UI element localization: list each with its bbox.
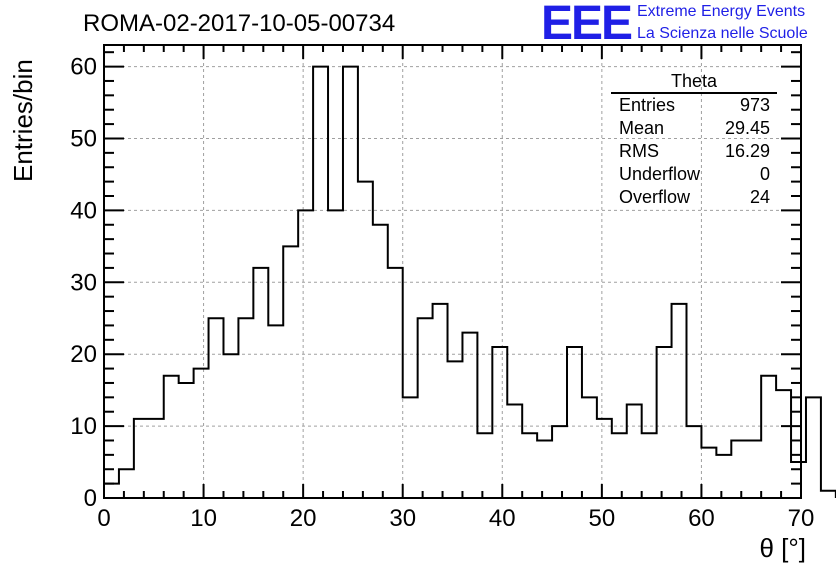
stats-row-rms: RMS 16.29 [611,140,777,163]
stats-label: Entries [619,95,676,115]
x-tick-label: 0 [97,505,110,532]
y-tick-label: 0 [84,485,97,512]
x-axis-label: θ [°] [759,533,806,563]
logo-subtitle-line2: La Scienza nelle Scuole [637,25,808,42]
y-tick-label: 30 [70,269,97,296]
stats-value: 16.29 [724,141,770,161]
x-tick-label: 60 [688,505,715,532]
stats-row-entries: Entries 973 [611,94,777,117]
stats-label: Underflow [619,164,701,184]
stats-label: RMS [619,141,659,161]
stats-row-underflow: Underflow 0 [611,163,777,186]
x-tick-label: 30 [389,505,416,532]
y-tick-label: 50 [70,125,97,152]
y-tick-label: 20 [70,341,97,368]
y-tick-label: 60 [70,54,97,81]
chart-title: ROMA-02-2017-10-05-00734 [83,10,396,37]
stats-value: 973 [739,95,770,115]
stats-label: Mean [619,118,665,138]
histogram-step-line [104,65,836,498]
y-tick-labels: 0 10 20 30 40 50 60 [70,54,97,512]
y-tick-label: 10 [70,413,97,440]
eee-logo: EEE [541,0,633,50]
x-tick-label: 20 [290,505,317,532]
axis-ticks [103,45,802,499]
stats-row-mean: Mean 29.45 [611,117,777,140]
x-tick-label: 40 [489,505,516,532]
grid-lines [104,45,801,498]
logo-subtitle-line1: Extreme Energy Events [637,3,806,20]
x-tick-labels: 0 10 20 30 40 50 60 70 [97,505,814,532]
x-tick-label: 70 [788,505,815,532]
stats-title: Theta [611,70,777,94]
plot-frame [103,44,802,499]
x-tick-label: 50 [589,505,616,532]
x-tick-label: 10 [190,505,217,532]
y-tick-label: 40 [70,197,97,224]
stats-row-overflow: Overflow 24 [611,186,777,209]
y-axis-label: Entries/bin [8,59,38,182]
stats-value: 0 [759,164,770,184]
stats-value: 24 [749,187,770,207]
stats-value: 29.45 [724,118,770,138]
stats-label: Overflow [619,187,691,207]
stats-box: Theta Entries 973 Mean 29.45 RMS 16.29 U… [611,70,777,209]
